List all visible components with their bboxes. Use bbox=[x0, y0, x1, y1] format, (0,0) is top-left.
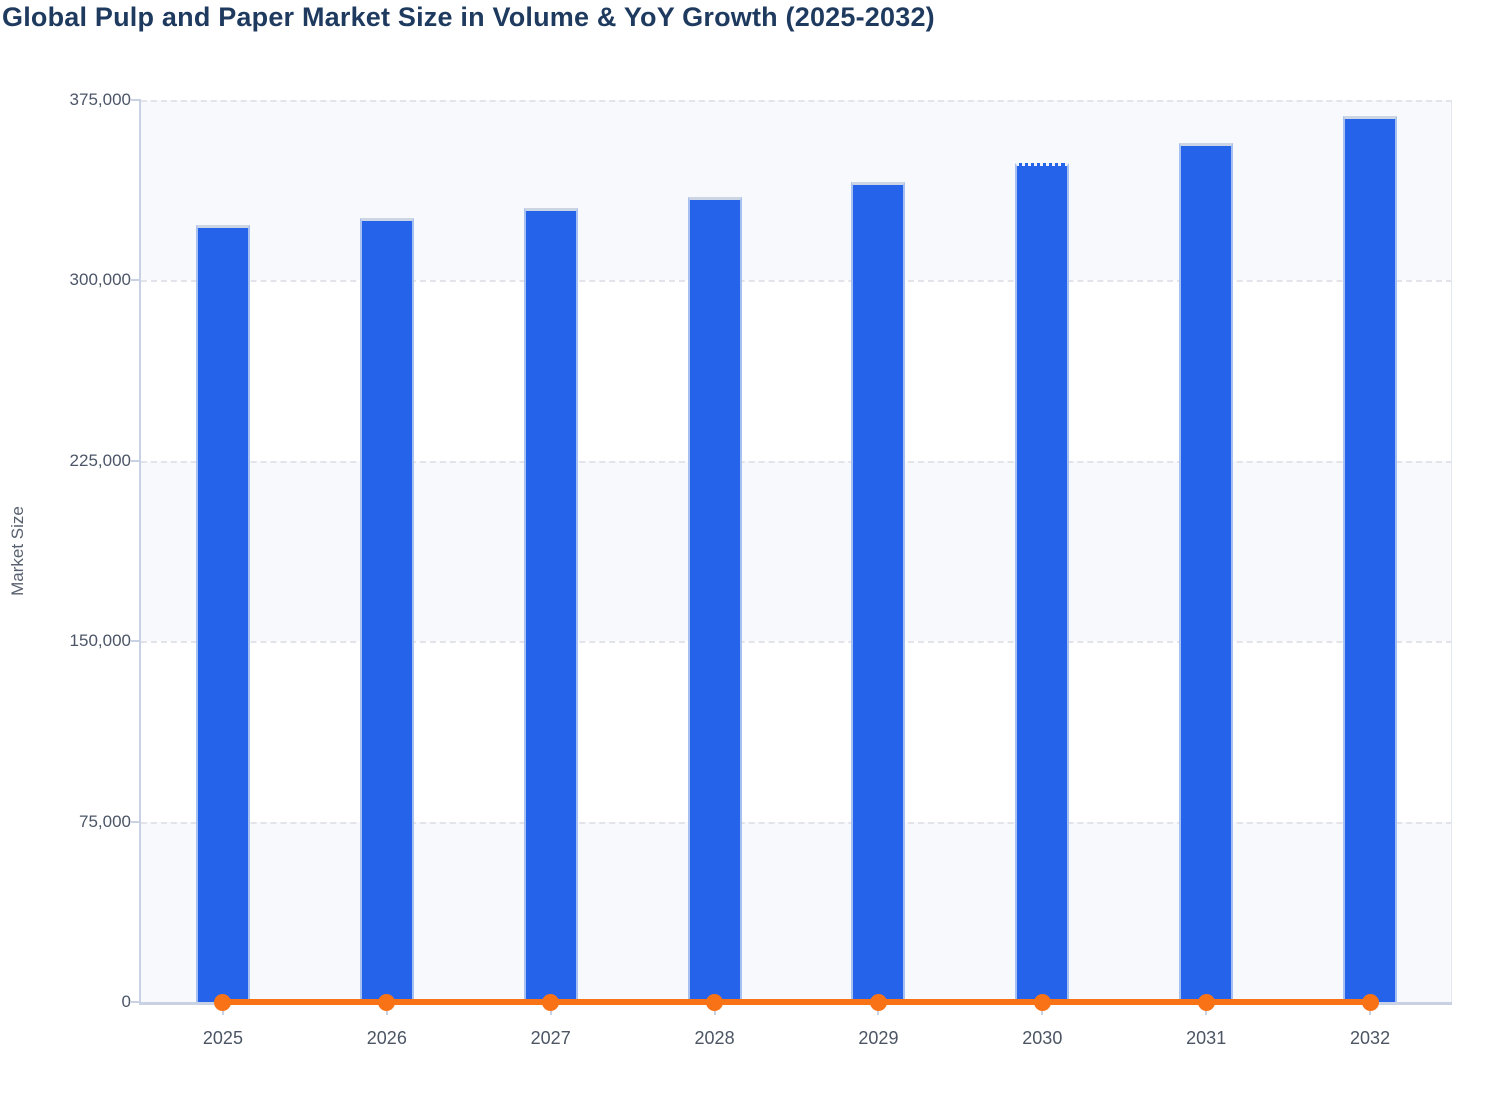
plot-area bbox=[139, 100, 1452, 1011]
gridline-225000 bbox=[141, 460, 1452, 463]
yoy-marker-2030[interactable] bbox=[1033, 993, 1051, 1011]
plot-band-0 bbox=[141, 100, 1452, 281]
y-tick-mark-5 bbox=[131, 1001, 141, 1003]
yoy-marker-2029[interactable] bbox=[869, 993, 887, 1011]
x-tick-label-2028: 2028 bbox=[694, 1028, 735, 1048]
chart-title: Global Pulp and Paper Market Size in Vol… bbox=[2, 2, 935, 32]
yoy-marker-2028[interactable] bbox=[706, 993, 724, 1011]
plot-right-edge bbox=[1451, 100, 1452, 1002]
bar-2028[interactable] bbox=[687, 196, 742, 1002]
x-tick-label-2029: 2029 bbox=[858, 1028, 899, 1048]
y-tick-mark-1 bbox=[131, 279, 141, 282]
y-tick-label-225000: 225,000 bbox=[69, 450, 131, 470]
bar-2029[interactable] bbox=[851, 182, 906, 1002]
y-tick-label-300000: 300,000 bbox=[69, 270, 131, 290]
y-axis-line bbox=[139, 100, 141, 1002]
yoy-growth-line[interactable] bbox=[222, 999, 1371, 1005]
gridline-300000 bbox=[141, 280, 1452, 283]
yoy-marker-2026[interactable] bbox=[378, 993, 396, 1011]
yoy-marker-2027[interactable] bbox=[542, 993, 560, 1011]
x-tick-label-2026: 2026 bbox=[366, 1028, 407, 1048]
y-axis-title: Market Size bbox=[8, 506, 27, 596]
bar-2025[interactable] bbox=[195, 225, 250, 1002]
x-tick-label-2030: 2030 bbox=[1022, 1028, 1063, 1048]
x-tick-label-2027: 2027 bbox=[530, 1028, 571, 1048]
gridline-150000 bbox=[141, 641, 1452, 644]
plot-band-4 bbox=[141, 821, 1452, 1002]
x-tick-label-2031: 2031 bbox=[1186, 1028, 1227, 1048]
bar-2026[interactable] bbox=[359, 217, 414, 1002]
y-tick-mark-3 bbox=[131, 640, 141, 643]
yoy-marker-2032[interactable] bbox=[1361, 993, 1379, 1011]
y-tick-mark-0 bbox=[131, 99, 141, 101]
plot-band-1 bbox=[141, 280, 1452, 461]
gridline-375000 bbox=[141, 100, 1452, 102]
bar-2030[interactable] bbox=[1015, 163, 1070, 1002]
plot-band-2 bbox=[141, 460, 1452, 642]
y-tick-mark-2 bbox=[131, 459, 141, 462]
x-tick-label-2025: 2025 bbox=[202, 1028, 243, 1048]
y-tick-mark-4 bbox=[131, 820, 141, 823]
bar-2027[interactable] bbox=[523, 207, 578, 1002]
yoy-marker-2025[interactable] bbox=[214, 993, 232, 1011]
y-tick-label-75000: 75,000 bbox=[79, 811, 131, 831]
x-tick-label-2032: 2032 bbox=[1350, 1028, 1391, 1048]
plot-band-3 bbox=[141, 641, 1452, 822]
bar-2031[interactable] bbox=[1179, 143, 1234, 1002]
yoy-marker-2031[interactable] bbox=[1197, 993, 1215, 1011]
gridline-75000 bbox=[141, 821, 1452, 824]
y-tick-label-150000: 150,000 bbox=[69, 631, 131, 651]
y-tick-label-375000: 375,000 bbox=[69, 90, 131, 109]
bar-2032[interactable] bbox=[1343, 115, 1398, 1002]
y-tick-label-0: 0 bbox=[121, 992, 131, 1011]
